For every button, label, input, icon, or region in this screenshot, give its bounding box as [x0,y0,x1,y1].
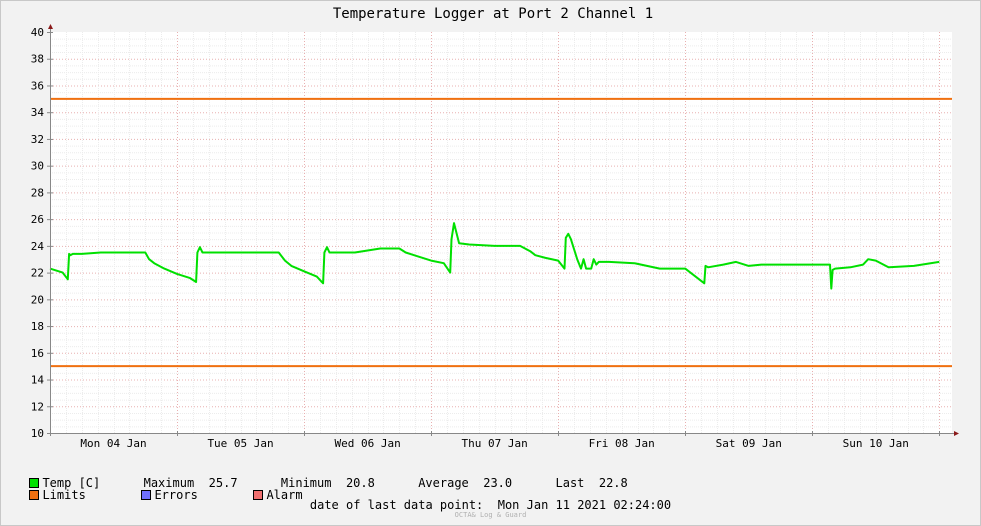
last-data-point-value: Mon Jan 11 2021 02:24:00 [497,498,672,512]
y-tick-label: 34 [31,106,45,119]
legend-alarm-swatch [253,490,264,500]
y-tick-label: 14 [31,374,45,387]
y-tick-label: 28 [31,186,44,199]
y-tick-label: 22 [31,267,44,280]
x-tick-labels: Mon 04 Jan Tue 05 Jan Wed 06 Jan Thu 07 Jan… [80,437,908,450]
y-tick-label: 24 [31,240,45,253]
y-tick-label: 12 [31,400,44,413]
x-tick-label: Sun 10 Jan [843,437,909,450]
y-axis-arrow [48,24,53,29]
x-tick-label: Mon 04 Jan [80,437,146,450]
temperature-series-line [49,222,940,290]
legend-errors-swatch [141,490,152,500]
minimum-label: Minimum [280,476,332,490]
last-label: Last [555,476,585,490]
x-tick-label: Wed 06 Jan [334,437,400,450]
legend-limits: Limits [29,488,141,502]
y-tick-label: 36 [31,79,44,92]
legend-temp-swatch [29,478,40,488]
legend-limits-swatch [29,490,40,500]
average-value: 23.0 [483,476,513,490]
chart-title: Temperature Logger at Port 2 Channel 1 [333,6,653,22]
last-data-point-label: date of last data point: [309,498,484,512]
x-tick-label: Sat 09 Jan [716,437,782,450]
y-tick-label: 10 [31,427,44,440]
y-tick-label: 16 [31,347,44,360]
legend-alarm: Alarm [253,488,303,502]
last-data-point: date of last data point: Mon Jan 11 2021… [0,498,981,512]
legend-temp-label: Temp [C] [42,476,101,490]
legend-stats-row: Temp [C] Maximum 25.7 Minimum 20.8 Avera… [15,462,628,490]
y-tick-labels: 10 12 14 16 18 20 22 24 26 28 30 32 34 36 38 40 [31,26,45,440]
y-tick-label: 40 [31,26,44,39]
legend-errors: Errors [141,488,253,502]
maximum-value: 25.7 [208,476,238,490]
limit-lines [50,97,952,368]
y-tick-label: 20 [31,293,44,306]
x-axis-arrow [954,431,959,436]
y-tick-label: 38 [31,53,44,66]
legend-temp: Temp [C] [29,476,100,490]
y-tick-label: 18 [31,320,44,333]
y-tick-label: 30 [31,160,44,173]
legend-row-2: Limits Errors Alarm [15,474,303,502]
y-tick-label: 32 [31,133,44,146]
credit-text: OCTA& Log & Guard [454,511,527,519]
chart-canvas: 10 12 14 16 18 20 22 24 26 28 30 32 34 36 38 40 Mon 04 … [31,6,959,450]
legend-alarm-label: Alarm [266,488,303,502]
last-value: 22.8 [598,476,628,490]
x-tick-label: Fri 08 Jan [589,437,655,450]
maximum-label: Maximum [143,476,195,490]
axes [47,24,959,436]
x-tick-label: Thu 07 Jan [462,437,528,450]
average-label: Average [418,476,469,490]
series-layer [49,222,940,290]
minimum-value: 20.8 [345,476,375,490]
legend-errors-label: Errors [154,488,198,502]
y-tick-label: 26 [31,213,44,226]
x-tick-label: Tue 05 Jan [207,437,273,450]
legend-limits-label: Limits [42,488,86,502]
